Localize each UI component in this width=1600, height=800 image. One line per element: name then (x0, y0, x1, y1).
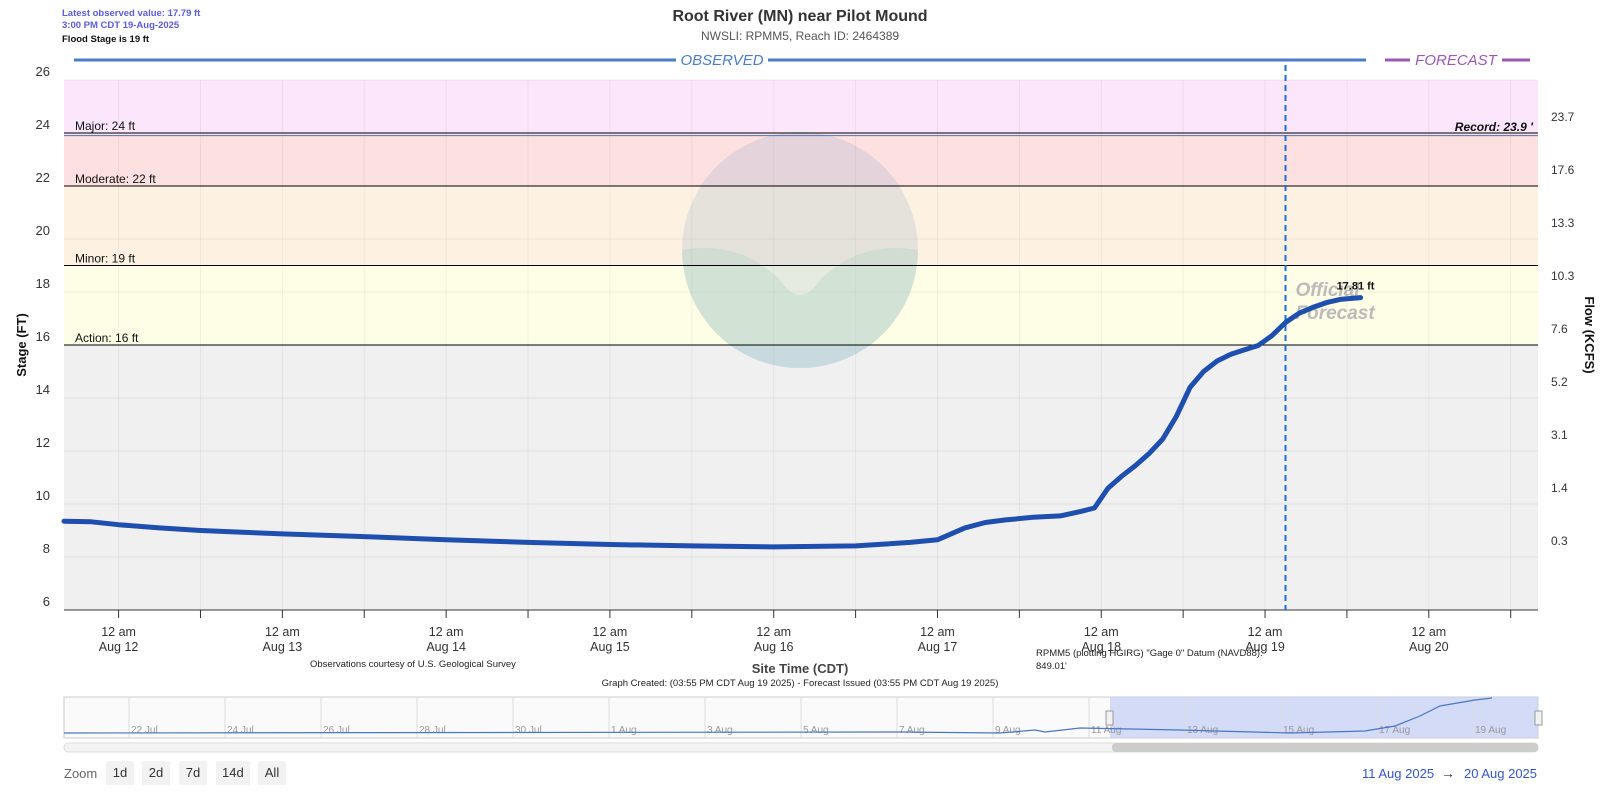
navigator-label: 1 Aug (611, 725, 637, 736)
navigator-series-line (63, 697, 1493, 734)
record-label: Record: 23.9 ' (1455, 120, 1534, 134)
band-normal (64, 345, 1538, 610)
observed-tag: OBSERVED (680, 52, 763, 69)
datum-note: RPMM5 (plotting HGIRG) "Gage 0" Datum (N… (1036, 648, 1263, 672)
y2-tick-label: 13.3 (1551, 216, 1575, 230)
y-tick-label: 20 (36, 223, 50, 238)
band-minor (64, 186, 1538, 266)
navigator-label: 5 Aug (803, 725, 829, 736)
navigator-label: 30 Jul (515, 725, 542, 736)
x-tick-label-time: 12 am (265, 625, 300, 639)
x-tick-label-date: Aug 18 (1081, 640, 1121, 654)
latest-observed: Latest observed value: 17.79 ft 3:00 PM … (62, 8, 200, 32)
latest-observed-time: 3:00 PM CDT 19-Aug-2025 (62, 20, 180, 31)
y2-tick-label: 0.3 (1551, 534, 1568, 548)
x-tick-label-time: 12 am (101, 625, 136, 639)
range-from-date[interactable]: 11 Aug 2025 (1362, 766, 1435, 781)
x-tick-label-date: Aug 19 (1245, 640, 1285, 654)
zoom-7d-button[interactable]: 7d (179, 761, 207, 785)
graph-created-note: Graph Created: (03:55 PM CDT Aug 19 2025… (601, 678, 999, 689)
y-tick-label: 18 (36, 276, 50, 291)
x-tick-label-time: 12 am (1411, 625, 1446, 639)
x-tick-label-date: Aug 17 (918, 640, 958, 654)
zoom-label: Zoom (64, 766, 98, 781)
x-tick-label-date: Aug 20 (1409, 640, 1449, 654)
chart-subtitle: NWSLI: RPMM5, Reach ID: 2464389 (700, 29, 900, 43)
y2-tick-label: 23.7 (1551, 110, 1575, 124)
y2-tick-label: 7.6 (1551, 322, 1568, 336)
chart-title: Root River (MN) near Pilot Mound (672, 8, 928, 25)
y-tick-label: 22 (36, 170, 50, 185)
x-tick-label-date: Aug 15 (590, 640, 630, 654)
y-tick-label: 8 (43, 541, 50, 556)
x-tick-label-time: 12 am (1248, 625, 1283, 639)
x-tick-label-date: Aug 13 (263, 640, 303, 654)
y-tick-label: 24 (36, 117, 50, 132)
y-tick-label: 14 (36, 382, 50, 397)
navigator-label: 15 Aug (1283, 725, 1314, 736)
flood-stage-note: Flood Stage is 19 ft (62, 34, 150, 45)
navigator-label: 3 Aug (707, 725, 733, 736)
noaa-watermark-icon (682, 132, 918, 368)
x-axis-title: Site Time (CDT) (752, 661, 849, 676)
navigator-selection (1110, 697, 1538, 738)
y-tick-label: 26 (36, 64, 50, 79)
threshold-label-2: Minor: 19 ft (75, 252, 136, 266)
navigator-handle-right (1534, 710, 1543, 726)
observations-credit: Observations courtesy of U.S. Geological… (310, 659, 516, 670)
x-tick-label-time: 12 am (756, 625, 791, 639)
zoom-14d-button[interactable]: 14d (216, 761, 250, 785)
official-forecast-line2: Forecast (1296, 303, 1376, 324)
x-tick-label-time: 12 am (1084, 625, 1119, 639)
x-tick-label-time: 12 am (593, 625, 628, 639)
y2-tick-label: 17.6 (1551, 163, 1575, 177)
range-to-date[interactable]: 20 Aug 2025 (1464, 766, 1538, 781)
navigator-label: 11 Aug (1091, 725, 1121, 736)
y-axis-title: Stage (FT) (14, 313, 29, 377)
x-tick-label-date: Aug 12 (99, 640, 139, 654)
navigator-label: 7 Aug (899, 725, 925, 736)
y2-tick-label: 10.3 (1551, 269, 1575, 283)
y-tick-label: 12 (36, 435, 50, 450)
y2-axis-title: Flow (KCFS) (1582, 296, 1597, 373)
threshold-label-0: Major: 24 ft (75, 119, 136, 133)
navigator-label: 24 Jul (227, 725, 254, 736)
band-action (64, 265, 1538, 345)
navigator-handle-left (1105, 710, 1114, 726)
zoom-2d-button[interactable]: 2d (142, 761, 170, 785)
latest-value-label: 17.81 ft (1337, 281, 1375, 293)
navigator-label: 19 Aug (1475, 725, 1506, 736)
y-tick-label: 16 (36, 329, 50, 344)
range-arrow-icon: → (1441, 765, 1455, 781)
x-tick-label-date: Aug 14 (426, 640, 466, 654)
navigator-label: 9 Aug (995, 725, 1021, 736)
threshold-label-3: Action: 16 ft (75, 331, 139, 345)
zoom-all-button[interactable]: All (258, 761, 286, 785)
official-forecast-line1: Official (1296, 280, 1361, 301)
zoom-1d-button[interactable]: 1d (106, 761, 134, 785)
x-tick-label-time: 12 am (429, 625, 464, 639)
band-major (64, 80, 1538, 133)
observed-stage-line (61, 295, 1364, 550)
x-tick-label-time: 12 am (920, 625, 955, 639)
band-moderate (64, 133, 1538, 186)
navigator-label: 28 Jul (419, 725, 446, 736)
navigator-label: 17 Aug (1379, 725, 1410, 736)
noaa-watermark-wave (682, 248, 918, 368)
threshold-label-1: Moderate: 22 ft (75, 172, 156, 186)
navigator-scrollbar-thumb (1112, 743, 1538, 752)
navigator-label: 26 Jul (323, 725, 350, 736)
y2-tick-label: 1.4 (1551, 481, 1568, 495)
y2-tick-label: 3.1 (1551, 428, 1568, 442)
y2-tick-label: 5.2 (1551, 375, 1568, 389)
y-tick-label: 6 (43, 594, 50, 609)
x-tick-label-date: Aug 16 (754, 640, 794, 654)
navigator-label: 22 Jul (131, 725, 158, 736)
forecast-tag: FORECAST (1415, 52, 1499, 69)
latest-observed-value: Latest observed value: 17.79 ft (62, 8, 201, 19)
y-tick-label: 10 (36, 488, 50, 503)
